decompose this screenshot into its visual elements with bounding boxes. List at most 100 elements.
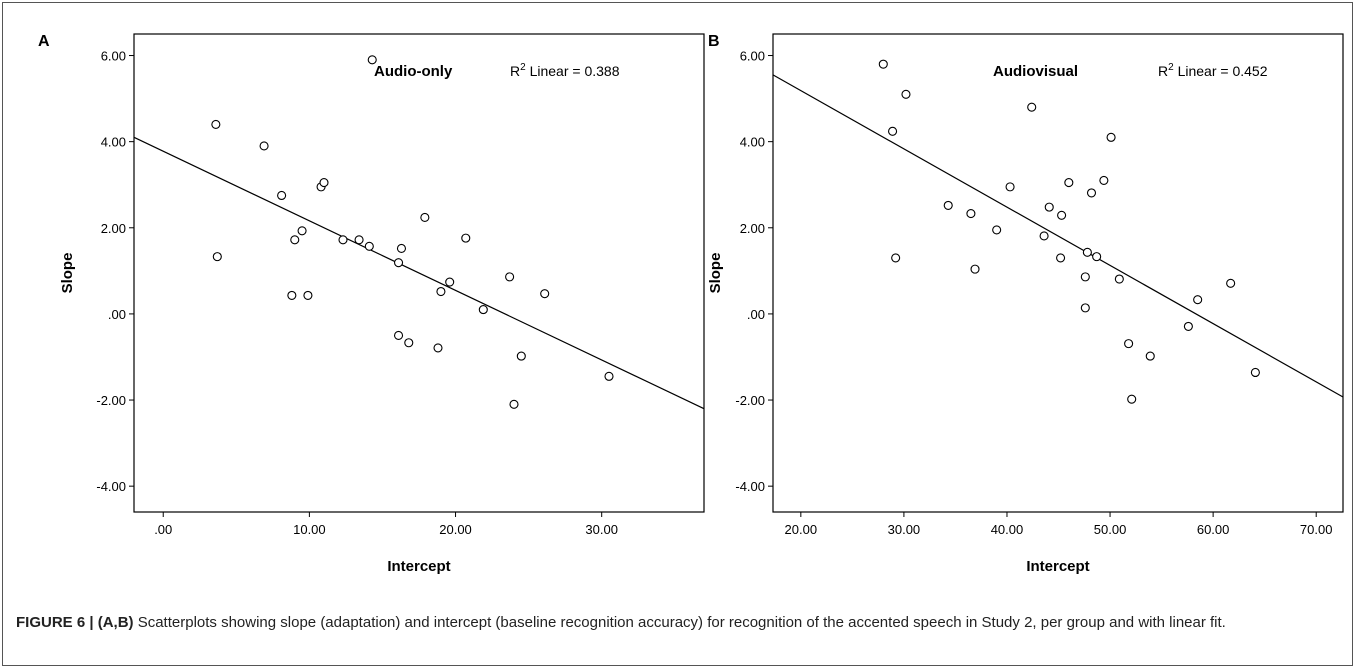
data-point bbox=[1092, 252, 1102, 262]
y-tick-label: -2.00 bbox=[735, 393, 765, 408]
y-tick-label: -2.00 bbox=[96, 393, 126, 408]
plot-area bbox=[772, 33, 1344, 513]
data-point bbox=[878, 59, 888, 69]
data-points bbox=[878, 59, 1260, 404]
x-tick-label: 50.00 bbox=[1094, 522, 1127, 537]
x-axis-title: Intercept bbox=[387, 558, 450, 575]
panel-b: B Audiovisual R2 Linear = 0.452 Intercep… bbox=[707, 33, 1344, 575]
data-point bbox=[287, 290, 297, 300]
data-point bbox=[970, 264, 980, 274]
data-point bbox=[433, 343, 443, 353]
caption-label: FIGURE 6 | (A,B) bbox=[16, 614, 134, 631]
data-point bbox=[1039, 231, 1049, 241]
data-point bbox=[396, 243, 407, 254]
data-point bbox=[604, 371, 614, 381]
group-label: Audiovisual bbox=[993, 63, 1078, 80]
data-point bbox=[277, 190, 287, 201]
data-point bbox=[1127, 394, 1137, 404]
data-point bbox=[211, 119, 221, 129]
data-point bbox=[297, 226, 307, 236]
data-point bbox=[992, 225, 1002, 235]
y-tick-label: 2.00 bbox=[101, 221, 126, 236]
data-point bbox=[420, 212, 430, 222]
data-point bbox=[1057, 210, 1067, 220]
fit-line bbox=[772, 74, 1344, 398]
caption-text: Scatterplots showing slope (adaptation) … bbox=[133, 614, 1226, 631]
data-point bbox=[1044, 202, 1054, 212]
data-point bbox=[1080, 303, 1090, 313]
data-point bbox=[1250, 367, 1260, 378]
data-point bbox=[478, 305, 488, 315]
y-tick-label: .00 bbox=[747, 307, 765, 322]
data-point bbox=[1226, 278, 1236, 288]
y-tick-label: -4.00 bbox=[96, 479, 126, 494]
data-point bbox=[404, 338, 414, 348]
x-tick-label: 10.00 bbox=[293, 522, 326, 537]
y-tick-label: 4.00 bbox=[101, 135, 126, 150]
data-point bbox=[303, 290, 313, 300]
r2-value: Linear = 0.388 bbox=[526, 63, 620, 79]
plot-area bbox=[133, 33, 705, 513]
data-point bbox=[461, 233, 471, 243]
data-point bbox=[367, 55, 377, 65]
x-tick-label: 40.00 bbox=[991, 522, 1024, 537]
data-point bbox=[1005, 182, 1015, 192]
x-tick-label: 60.00 bbox=[1197, 522, 1230, 537]
data-point bbox=[1056, 253, 1066, 263]
axis-ticks: 20.00 30.00 40.00 50.00 60.00 70.00 -4.00 -2.00… bbox=[735, 49, 1332, 537]
data-point bbox=[505, 272, 515, 282]
data-point bbox=[1086, 188, 1097, 198]
data-point bbox=[888, 126, 898, 136]
data-point bbox=[393, 258, 404, 268]
data-point bbox=[891, 253, 901, 263]
r2-symbol: R bbox=[510, 63, 520, 79]
scatterplot-figure: A Audio-only R2 Linear = 0.388 Intercept… bbox=[38, 33, 1344, 575]
y-tick-label: 6.00 bbox=[740, 49, 765, 64]
linear-fit bbox=[772, 74, 1344, 398]
r2-symbol: R bbox=[1158, 63, 1168, 79]
x-tick-label: 20.00 bbox=[439, 522, 472, 537]
linear-fit bbox=[133, 136, 705, 410]
panel-a: A Audio-only R2 Linear = 0.388 Intercept… bbox=[38, 33, 705, 575]
data-point bbox=[259, 141, 269, 151]
data-point bbox=[393, 330, 404, 340]
r2-annotation: R2 Linear = 0.388 bbox=[510, 62, 620, 79]
data-point bbox=[1064, 178, 1074, 188]
r2-annotation: R2 Linear = 0.452 bbox=[1158, 62, 1268, 79]
data-point bbox=[212, 252, 222, 262]
data-point bbox=[1080, 272, 1090, 282]
panel-letter: A bbox=[38, 33, 50, 50]
y-tick-label: 2.00 bbox=[740, 221, 765, 236]
data-point bbox=[290, 235, 300, 245]
data-point bbox=[1124, 339, 1134, 349]
data-point bbox=[1183, 321, 1193, 331]
data-point bbox=[966, 209, 976, 219]
data-point bbox=[436, 286, 446, 297]
x-tick-label: .00 bbox=[154, 522, 172, 537]
axis-ticks: .00 10.00 20.00 30.00 -4.00 -2.00 .00 2.00 4.00 6… bbox=[96, 49, 618, 537]
data-point bbox=[364, 241, 374, 251]
y-axis-title: Slope bbox=[59, 253, 76, 294]
y-tick-label: .00 bbox=[108, 307, 126, 322]
y-tick-label: 6.00 bbox=[101, 49, 126, 64]
group-label: Audio-only bbox=[374, 63, 453, 80]
r2-superscript: 2 bbox=[520, 62, 526, 73]
figure-caption: FIGURE 6 | (A,B) Scatterplots showing sl… bbox=[16, 612, 1341, 633]
data-point bbox=[1099, 175, 1109, 185]
x-tick-label: 20.00 bbox=[785, 522, 818, 537]
data-point bbox=[354, 235, 364, 245]
data-point bbox=[509, 399, 519, 409]
x-tick-label: 70.00 bbox=[1300, 522, 1333, 537]
data-points bbox=[211, 55, 614, 409]
panel-letter: B bbox=[708, 33, 720, 50]
fit-line bbox=[133, 136, 705, 410]
y-tick-label: -4.00 bbox=[735, 479, 765, 494]
data-point bbox=[1114, 274, 1124, 284]
data-point bbox=[1145, 351, 1155, 361]
data-point bbox=[445, 277, 455, 287]
x-axis-title: Intercept bbox=[1026, 558, 1089, 575]
x-tick-label: 30.00 bbox=[888, 522, 921, 537]
data-point bbox=[516, 351, 526, 361]
data-point bbox=[1027, 102, 1037, 112]
